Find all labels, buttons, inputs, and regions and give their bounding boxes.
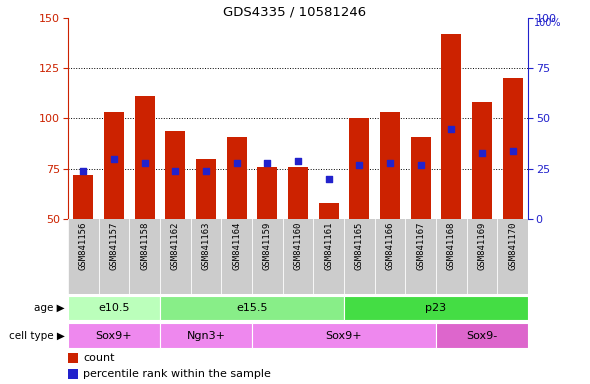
Bar — [344, 296, 528, 320]
Bar — [165, 131, 185, 219]
Text: Sox9-: Sox9- — [467, 331, 497, 341]
Bar — [68, 323, 160, 348]
Bar — [349, 118, 369, 219]
Text: GSM841170: GSM841170 — [508, 222, 517, 270]
Bar — [73, 175, 93, 219]
Bar — [104, 113, 124, 219]
Bar — [288, 167, 308, 219]
Bar — [196, 159, 216, 219]
Text: p23: p23 — [425, 303, 447, 313]
Point — [355, 162, 364, 168]
Text: GSM841168: GSM841168 — [447, 222, 456, 270]
Point — [263, 160, 272, 166]
Bar — [472, 103, 492, 219]
Bar — [436, 323, 528, 348]
Text: GSM841157: GSM841157 — [109, 222, 119, 270]
Text: e10.5: e10.5 — [98, 303, 130, 313]
Point — [477, 150, 487, 156]
Text: GSM841165: GSM841165 — [355, 222, 364, 270]
Text: Ngn3+: Ngn3+ — [186, 331, 225, 341]
Text: percentile rank within the sample: percentile rank within the sample — [83, 369, 271, 379]
Point — [171, 168, 180, 174]
Text: count: count — [83, 353, 114, 363]
Text: GSM841163: GSM841163 — [201, 222, 211, 270]
Point — [385, 160, 395, 166]
Text: GSM841169: GSM841169 — [477, 222, 487, 270]
Text: GSM841159: GSM841159 — [263, 222, 272, 270]
Text: GSM841164: GSM841164 — [232, 222, 241, 270]
Bar — [319, 203, 339, 219]
Point — [78, 168, 88, 174]
Bar — [503, 78, 523, 219]
Point — [447, 126, 456, 132]
Text: age ▶: age ▶ — [34, 303, 65, 313]
Text: GSM841156: GSM841156 — [78, 222, 88, 270]
Text: GDS4335 / 10581246: GDS4335 / 10581246 — [224, 6, 366, 19]
Bar — [441, 34, 461, 219]
Point — [140, 160, 149, 166]
Point — [508, 148, 517, 154]
Bar — [160, 296, 344, 320]
Bar — [68, 369, 78, 379]
Bar — [380, 113, 400, 219]
Bar — [135, 96, 155, 219]
Point — [324, 176, 333, 182]
Point — [232, 160, 241, 166]
Point — [109, 156, 119, 162]
Text: Sox9+: Sox9+ — [326, 331, 362, 341]
Text: GSM841158: GSM841158 — [140, 222, 149, 270]
Text: GSM841161: GSM841161 — [324, 222, 333, 270]
Bar — [68, 353, 78, 363]
Text: cell type ▶: cell type ▶ — [9, 331, 65, 341]
Bar — [257, 167, 277, 219]
Text: GSM841162: GSM841162 — [171, 222, 180, 270]
Point — [201, 168, 211, 174]
Text: GSM841160: GSM841160 — [293, 222, 303, 270]
Point — [416, 162, 425, 168]
Bar — [252, 323, 436, 348]
Text: Sox9+: Sox9+ — [96, 331, 132, 341]
Text: GSM841167: GSM841167 — [416, 222, 425, 270]
Bar — [160, 323, 252, 348]
Text: 100%: 100% — [533, 18, 561, 28]
Point — [293, 158, 303, 164]
Bar — [68, 296, 160, 320]
Text: e15.5: e15.5 — [236, 303, 268, 313]
Text: GSM841166: GSM841166 — [385, 222, 395, 270]
Bar — [411, 137, 431, 219]
Bar — [227, 137, 247, 219]
